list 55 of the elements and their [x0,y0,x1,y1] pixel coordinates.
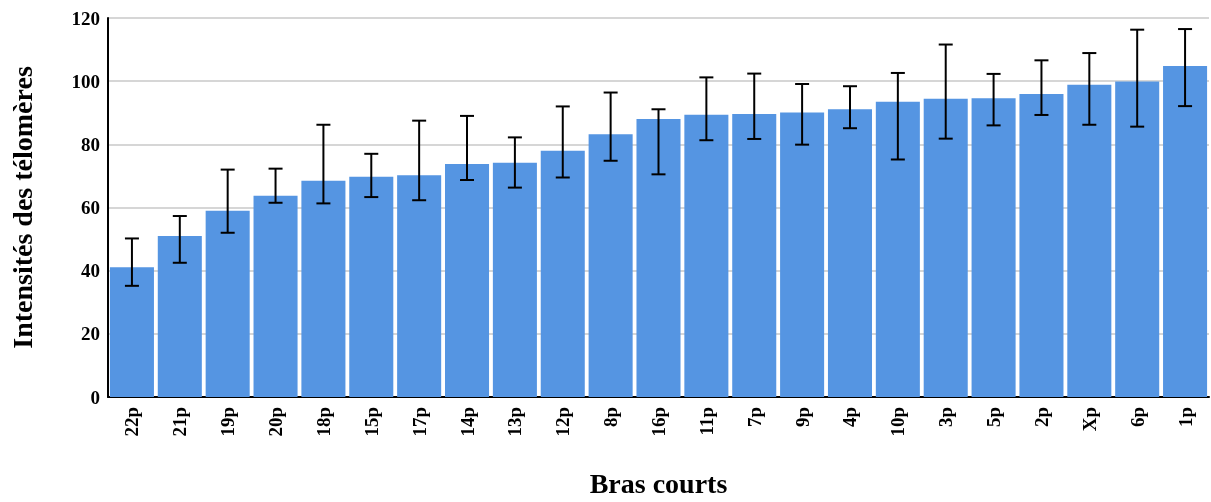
bar [540,150,585,397]
x-axis-title: Bras courts [589,467,728,499]
bar [684,114,729,397]
bar [971,98,1016,397]
x-tick-label: 17p [408,407,430,437]
bar [157,235,202,397]
bar [636,119,681,397]
bar [780,112,825,397]
x-tick-label: 14p [456,407,478,437]
y-tick-label: 40 [81,260,100,282]
x-tick-label: 8p [600,407,622,428]
bar [253,195,298,397]
x-tick-label: 11p [695,407,717,436]
bar [349,176,394,397]
y-tick-label: 60 [81,197,100,218]
x-tick-label: 3p [935,407,957,428]
y-axis-title: Intensités des télomères [6,66,38,349]
bar [875,101,920,397]
bar [492,162,537,397]
x-tick-label: 13p [504,407,526,437]
bar [923,98,968,397]
bar [827,109,872,397]
bar [732,114,777,397]
x-tick-label: 16p [648,407,669,437]
x-tick-label: 18p [312,407,334,437]
y-tick-label: 100 [71,70,100,92]
y-tick-label: 20 [81,323,100,345]
x-tick-label: 2p [1030,407,1052,428]
x-tick-label: 22p [121,407,143,437]
x-tick-label: 1p [1174,407,1196,428]
bar [205,210,250,397]
bar [1067,84,1112,397]
x-tick-label: 15p [360,407,382,437]
x-tick-label: 5p [983,407,1005,428]
x-tick-label: 4p [839,407,861,428]
x-tick-label: 6p [1126,407,1148,428]
x-tick-label: 9p [791,407,813,428]
y-tick-label: 0 [90,386,100,408]
bar [1019,94,1064,397]
bar [588,134,633,397]
bar [445,163,490,397]
y-tick-label: 120 [71,7,100,29]
x-tick-label: 20p [265,407,287,437]
x-tick-label: Xp [1078,407,1100,432]
bar [397,175,442,397]
x-tick-label: 7p [743,407,765,428]
bar [301,180,346,397]
x-tick-label: 21p [169,407,191,437]
x-tick-label: 19p [217,407,239,437]
bar [109,267,154,397]
x-tick-label: 10p [887,407,909,437]
bar [1163,66,1208,397]
y-tick-label: 80 [81,133,100,155]
bar [1115,81,1160,397]
x-tick-label: 12p [552,407,574,437]
